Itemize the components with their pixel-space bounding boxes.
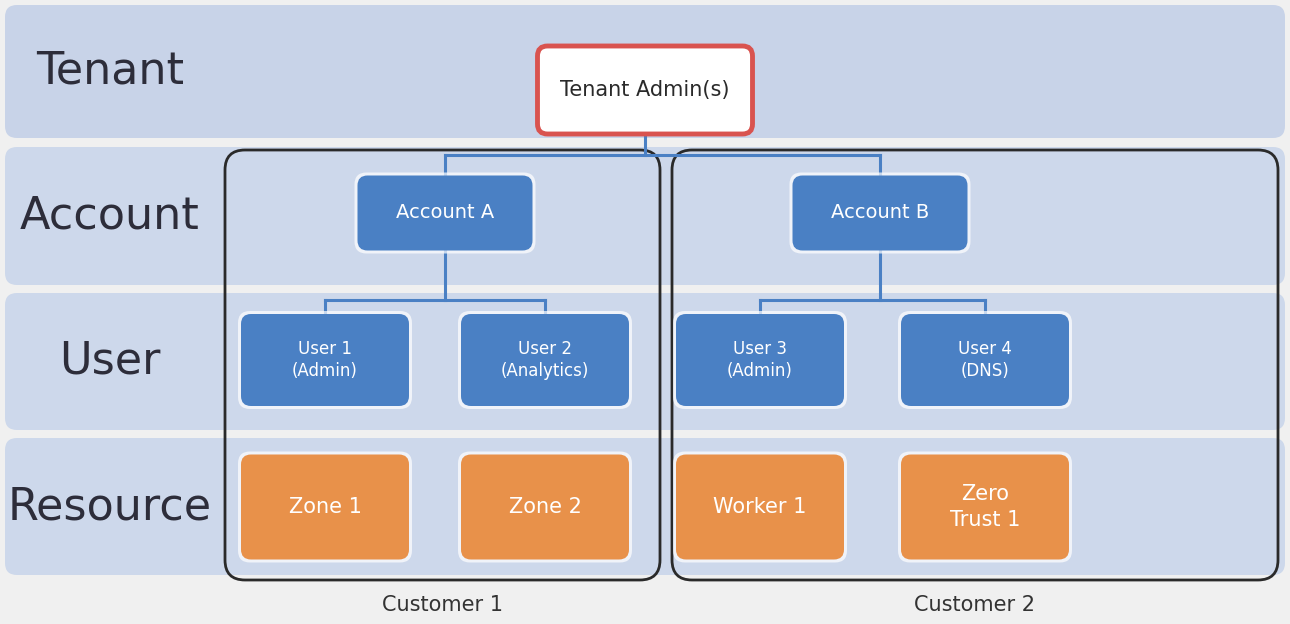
FancyBboxPatch shape bbox=[5, 438, 1285, 575]
FancyBboxPatch shape bbox=[357, 175, 533, 250]
FancyBboxPatch shape bbox=[5, 293, 1285, 430]
FancyBboxPatch shape bbox=[461, 454, 630, 560]
Text: User 3
(Admin): User 3 (Admin) bbox=[728, 339, 793, 381]
FancyBboxPatch shape bbox=[5, 5, 1285, 138]
FancyBboxPatch shape bbox=[898, 452, 1072, 562]
FancyBboxPatch shape bbox=[241, 314, 409, 406]
Text: Account A: Account A bbox=[396, 203, 494, 223]
FancyBboxPatch shape bbox=[461, 314, 630, 406]
FancyBboxPatch shape bbox=[900, 314, 1069, 406]
Text: User 2
(Analytics): User 2 (Analytics) bbox=[501, 339, 590, 381]
FancyBboxPatch shape bbox=[241, 454, 409, 560]
FancyBboxPatch shape bbox=[676, 454, 844, 560]
Text: Zone 1: Zone 1 bbox=[289, 497, 361, 517]
Text: Account: Account bbox=[21, 195, 200, 238]
Text: Tenant Admin(s): Tenant Admin(s) bbox=[560, 80, 730, 100]
Text: Tenant: Tenant bbox=[36, 50, 184, 93]
FancyBboxPatch shape bbox=[898, 311, 1072, 409]
Text: Worker 1: Worker 1 bbox=[713, 497, 806, 517]
FancyBboxPatch shape bbox=[538, 46, 752, 134]
FancyBboxPatch shape bbox=[458, 452, 632, 562]
Text: Resource: Resource bbox=[8, 485, 212, 528]
FancyBboxPatch shape bbox=[900, 454, 1069, 560]
Text: Zone 2: Zone 2 bbox=[508, 497, 582, 517]
Text: Zero
Trust 1: Zero Trust 1 bbox=[949, 484, 1020, 530]
Text: User: User bbox=[59, 340, 161, 383]
FancyBboxPatch shape bbox=[676, 314, 844, 406]
FancyBboxPatch shape bbox=[237, 452, 412, 562]
FancyBboxPatch shape bbox=[5, 147, 1285, 285]
Text: User 4
(DNS): User 4 (DNS) bbox=[958, 339, 1011, 381]
Text: Account B: Account B bbox=[831, 203, 929, 223]
FancyBboxPatch shape bbox=[673, 452, 848, 562]
FancyBboxPatch shape bbox=[458, 311, 632, 409]
Text: User 1
(Admin): User 1 (Admin) bbox=[292, 339, 357, 381]
Text: Customer 1: Customer 1 bbox=[382, 595, 503, 615]
Text: Customer 2: Customer 2 bbox=[915, 595, 1036, 615]
FancyBboxPatch shape bbox=[792, 175, 968, 250]
FancyBboxPatch shape bbox=[237, 311, 412, 409]
FancyBboxPatch shape bbox=[355, 172, 535, 253]
FancyBboxPatch shape bbox=[673, 311, 848, 409]
FancyBboxPatch shape bbox=[789, 172, 970, 253]
